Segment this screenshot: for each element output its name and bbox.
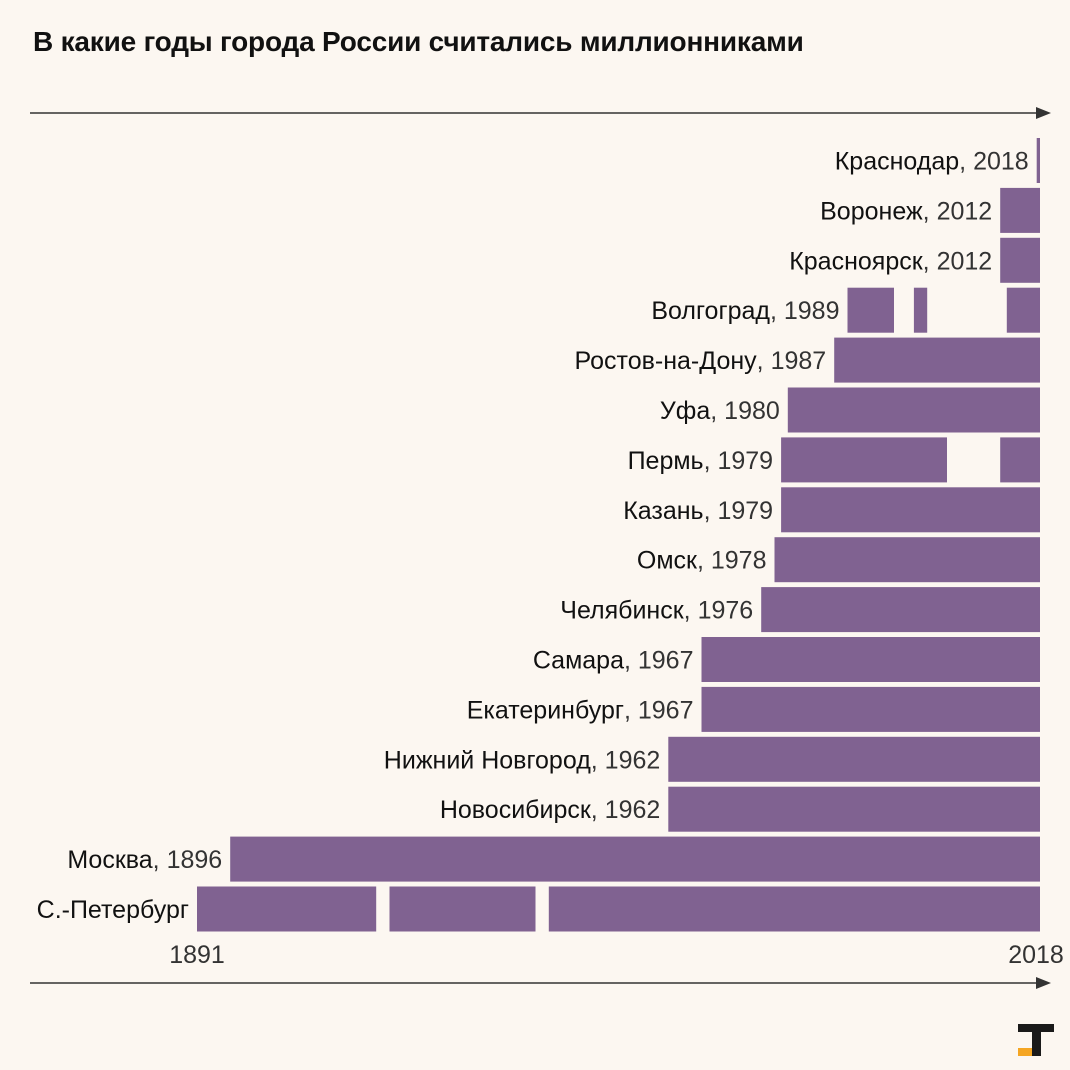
- bars-group: [197, 138, 1040, 932]
- city-name: Челябинск: [560, 597, 684, 625]
- city-year: , 1979: [704, 497, 774, 525]
- city-label: Нижний Новгород, 1962: [384, 746, 661, 774]
- bar-15-period-1: [230, 836, 1040, 882]
- city-year: , 1987: [757, 347, 827, 375]
- bar-10-period-1: [761, 587, 1040, 633]
- city-name: Волгоград: [651, 297, 770, 325]
- bar-16-period-2: [389, 886, 536, 932]
- city-year: , 1962: [591, 796, 661, 824]
- city-label: Ростов-на-Дону, 1987: [575, 347, 827, 375]
- top-axis-arrow: [30, 107, 1051, 119]
- city-year: , 1967: [624, 647, 694, 675]
- city-year: , 1962: [591, 746, 661, 774]
- t-logo-icon: [1018, 1024, 1054, 1056]
- city-name: Самара: [533, 647, 624, 675]
- city-label: Уфа, 1980: [660, 397, 780, 425]
- bar-4-period-2: [913, 287, 928, 333]
- city-label: Красноярск, 2012: [789, 247, 992, 275]
- city-label: Челябинск, 1976: [560, 597, 753, 625]
- bar-7-period-2: [1000, 437, 1040, 483]
- city-label: Екатеринбург, 1967: [467, 696, 694, 724]
- bar-7-period-1: [781, 437, 947, 483]
- city-year: , 1979: [704, 447, 774, 475]
- city-name: Новосибирск: [440, 796, 592, 824]
- bar-8-period-1: [781, 487, 1040, 533]
- bar-16-period-1: [197, 886, 377, 932]
- city-year: , 1989: [770, 297, 840, 325]
- city-label: Казань, 1979: [623, 497, 773, 525]
- city-label: Краснодар, 2018: [835, 148, 1029, 176]
- bar-3-period-1: [1000, 237, 1040, 283]
- city-year: , 2018: [959, 148, 1029, 176]
- city-name: Краснодар: [835, 148, 959, 176]
- city-label: Москва, 1896: [67, 846, 222, 874]
- bar-4-period-1: [847, 287, 894, 333]
- city-year: , 1967: [624, 696, 694, 724]
- logo-top-bar: [1018, 1024, 1054, 1032]
- city-name: Москва: [67, 846, 152, 874]
- page-title: В какие годы города России считались мил…: [33, 26, 804, 57]
- city-name: Нижний Новгород: [384, 746, 591, 774]
- x-tick-label: 1891: [169, 941, 225, 969]
- city-label: Омск, 1978: [637, 547, 767, 575]
- city-name: Казань: [623, 497, 703, 525]
- x-tick-label: 2018: [1008, 941, 1064, 969]
- city-label: Самара, 1967: [533, 647, 694, 675]
- city-label: Новосибирск, 1962: [440, 796, 660, 824]
- x-axis-ticks: 1891 2018: [169, 941, 1064, 969]
- bar-11-period-1: [701, 637, 1040, 682]
- city-name: Ростов-на-Дону: [575, 347, 758, 375]
- city-name: Красноярск: [789, 247, 924, 275]
- logo-stem: [1032, 1032, 1041, 1056]
- city-name: С.-Петербург: [37, 896, 189, 924]
- city-label: Пермь, 1979: [628, 447, 774, 475]
- bar-12-period-1: [701, 686, 1040, 732]
- bar-16-period-3: [548, 886, 1040, 932]
- city-year: , 1896: [153, 846, 223, 874]
- bar-1-period-1: [1036, 138, 1040, 183]
- city-year: , 1978: [697, 547, 767, 575]
- city-label: С.-Петербург: [37, 896, 189, 924]
- city-label: Волгоград, 1989: [651, 297, 839, 325]
- bar-13-period-1: [668, 736, 1040, 782]
- bar-6-period-1: [787, 387, 1040, 433]
- city-year: , 2012: [923, 247, 993, 275]
- city-year: , 2012: [923, 197, 993, 225]
- city-name: Уфа: [660, 397, 710, 425]
- city-year: , 1980: [710, 397, 780, 425]
- city-name: Пермь: [628, 447, 704, 475]
- city-year: , 1976: [684, 597, 754, 625]
- bottom-axis-arrow: [30, 977, 1051, 989]
- logo-accent: [1018, 1048, 1032, 1056]
- city-name: Екатеринбург: [467, 696, 624, 724]
- city-name: Омск: [637, 547, 698, 575]
- bar-2-period-1: [1000, 187, 1040, 233]
- city-name: Воронеж: [820, 197, 923, 225]
- bar-4-period-3: [1006, 287, 1040, 333]
- bar-5-period-1: [834, 337, 1040, 383]
- bar-9-period-1: [774, 537, 1040, 583]
- city-label: Воронеж, 2012: [820, 197, 992, 225]
- bar-14-period-1: [668, 786, 1040, 832]
